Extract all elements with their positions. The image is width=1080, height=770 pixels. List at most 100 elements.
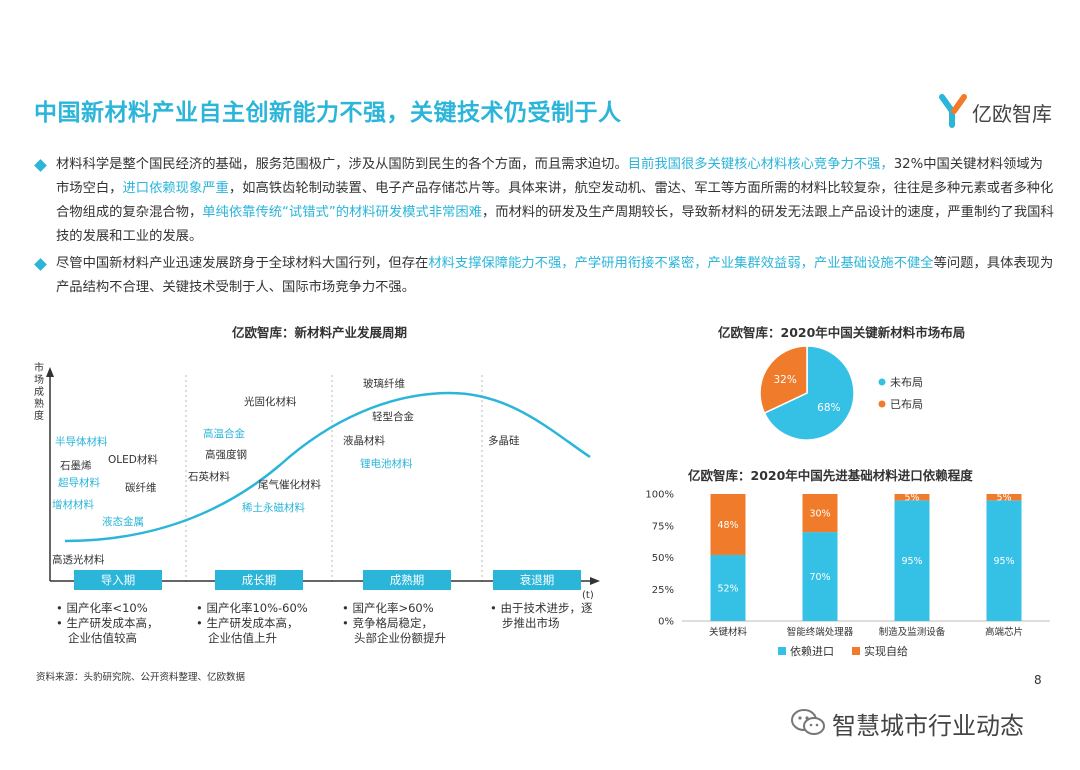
y-axis-label-char: 度 — [34, 409, 44, 422]
material-label: 石英材料 — [188, 470, 230, 483]
text-segment: 材料科学是整个国民经济的基础，服务范围极广，涉及从国防到民生的各个方面，而且需求… — [56, 157, 628, 172]
material-label: 液态金属 — [102, 515, 144, 528]
pie-slice — [759, 345, 808, 415]
logo-text: 亿欧智库 — [972, 102, 1052, 126]
x-axis-arrow-icon — [590, 577, 600, 585]
legend-dot-icon — [878, 400, 886, 408]
bar-value-label: 95% — [993, 556, 1014, 567]
y-axis-arrow-icon — [46, 367, 54, 377]
stage-note: • 生产研发成本高， — [196, 616, 299, 630]
y-tick-label: 100% — [645, 490, 674, 501]
page-number: 8 — [1034, 673, 1042, 687]
material-label: 碳纤维 — [125, 481, 157, 494]
material-label: 锂电池材料 — [360, 457, 413, 470]
material-label: 超导材料 — [58, 476, 100, 489]
bar-value-label: 52% — [717, 583, 738, 594]
y-axis-label-char: 成 — [34, 386, 44, 398]
legend-label: 实现自给 — [864, 644, 908, 658]
material-label: 尾气催化材料 — [258, 478, 321, 491]
text-segment: 尽管中国新材料产业迅速发展跻身于全球材料大国行列，但存在 — [56, 256, 429, 271]
bars: 52% 48% 关键材料 70% 30% 智能终端处理器 95% 5% 制造及监测设备 95% 5%… — [709, 493, 1023, 638]
y-axis-label-char: 场 — [34, 373, 44, 386]
bullet-text: 尽管中国新材料产业迅速发展跻身于全球材料大国行列，但存在材料支撑保障能力不强，产… — [56, 252, 1056, 300]
stage-notes-2: • 国产化率10%-60% • 生产研发成本高， 企业估值上升 — [196, 601, 308, 646]
x-tick-label: 制造及监测设备 — [879, 626, 946, 638]
bar-value-label: 30% — [809, 509, 830, 520]
stage-note: • 由于技术进步，逐 — [490, 601, 593, 615]
x-axis-label: (t) — [582, 590, 594, 601]
watermark: 智慧城市行业动态 — [790, 706, 1070, 742]
stage-note: • 生产研发成本高， — [56, 616, 159, 630]
pie-slice-label: 68% — [817, 402, 840, 414]
stage-box — [363, 570, 451, 590]
material-label: 玻璃纤维 — [363, 377, 405, 390]
stage-label: 衰退期 — [520, 573, 555, 587]
material-label: 液晶材料 — [343, 434, 385, 447]
x-tick-label: 高端芯片 — [985, 626, 1023, 638]
stage-note: • 国产化率10%-60% — [196, 601, 308, 615]
material-label: 高强度钢 — [205, 448, 247, 461]
bar-segment — [986, 500, 1022, 621]
text-segment: ，如高铁齿轮制动装置、电子产品存储芯片等。具体来讲，航空发动机、雷达、军工等方面… — [56, 181, 1054, 220]
stage-notes-3: • 国产化率>60% • 竞争格局稳定， 头部企业份额提升 — [342, 601, 446, 646]
wechat-icon — [791, 709, 825, 735]
bar-segment — [986, 494, 1022, 501]
bar-chart: 0% 25% 50% 75% 100% 52% 48% 关键材料 70% 30% 智能终端处理器 9… — [645, 490, 1050, 658]
material-label: OLED材料 — [108, 453, 158, 466]
legend-swatch-icon — [778, 647, 786, 655]
pie-chart-title: 亿欧智库：2020年中国关键新材料市场布局 — [718, 325, 966, 340]
diamond-bullet-icon — [34, 258, 47, 271]
material-label: 光固化材料 — [244, 395, 297, 408]
stage-note: • 国产化率>60% — [342, 601, 434, 615]
text-segment: ，而材料的研发及生产周期较长，导致新材料的研发无法跟上产品设计的速度，严重制约了… — [56, 205, 1054, 244]
material-label: 石墨烯 — [60, 459, 92, 472]
source-note: 资料来源：头豹研究院、公开资料整理、亿欧数据 — [36, 672, 246, 683]
bar-legend: 依赖进口 实现自给 — [778, 644, 908, 658]
stage-note: • 国产化率<10% — [56, 601, 148, 615]
lifecycle-curve — [64, 391, 591, 543]
pie-slices: 68% 32% — [759, 345, 855, 441]
stage-label: 成熟期 — [390, 573, 425, 587]
material-label: 轻型合金 — [372, 410, 414, 423]
x-tick-label: 关键材料 — [709, 626, 748, 638]
y-axis-label-text: 市场成熟度 — [34, 361, 44, 422]
lifecycle-title: 亿欧智库：新材料产业发展周期 — [232, 325, 408, 340]
material-label: 高透光材料 — [52, 553, 105, 566]
material-label: 半导体材料 — [55, 435, 108, 448]
stage-box — [493, 570, 581, 590]
pie-slice — [763, 345, 855, 441]
y-axis-label: 市场成熟度 — [34, 361, 44, 422]
y-axis-label-char: 熟 — [34, 397, 44, 410]
x-tick-label: 智能终端处理器 — [787, 626, 854, 638]
material-label: 稀土永磁材料 — [242, 501, 305, 514]
bar-segment — [894, 494, 930, 501]
stage-note: 企业估值较高 — [68, 631, 137, 645]
legend-label: 已布局 — [890, 398, 923, 411]
material-label: 增材材料 — [52, 498, 94, 511]
text-segment: 32%中国关键材料领域为市场空白， — [56, 157, 1043, 196]
page-title: 中国新材料产业自主创新能力不强，关键技术仍受制于人 — [34, 100, 622, 126]
legend-label: 依赖进口 — [790, 645, 834, 658]
stage-note: 头部企业份额提升 — [354, 631, 446, 645]
bar-segment — [802, 532, 838, 621]
stage-note: 步推出市场 — [502, 616, 560, 630]
stage-box — [215, 570, 303, 590]
bar-value-label: 48% — [717, 520, 738, 531]
highlight-segment: 材料支撑保障能力不强，产学研用衔接不紧密，产业集群效益弱，产业基础设施不健全 — [428, 256, 934, 271]
stage-notes-1: • 国产化率<10% • 生产研发成本高， 企业估值较高 — [56, 601, 158, 646]
stage-box — [74, 570, 162, 590]
stage-note: • 竞争格局稳定， — [342, 616, 433, 630]
bar-value-label: 70% — [809, 572, 830, 583]
bar-chart-title: 亿欧智库：2020年中国先进基础材料进口依赖程度 — [688, 468, 973, 483]
highlight-segment: 单纯依靠传统“试错式”的材料研发模式非常困难 — [202, 205, 482, 220]
stage-note: 企业估值上升 — [208, 631, 277, 645]
y-tick-label: 25% — [652, 585, 674, 596]
material-label: 多晶硅 — [488, 434, 520, 447]
pie-slice-label: 32% — [774, 374, 797, 386]
y-tick-label: 75% — [652, 521, 674, 532]
bullet-text: 材料科学是整个国民经济的基础，服务范围极广，涉及从国防到民生的各个方面，而且需求… — [56, 153, 1056, 249]
